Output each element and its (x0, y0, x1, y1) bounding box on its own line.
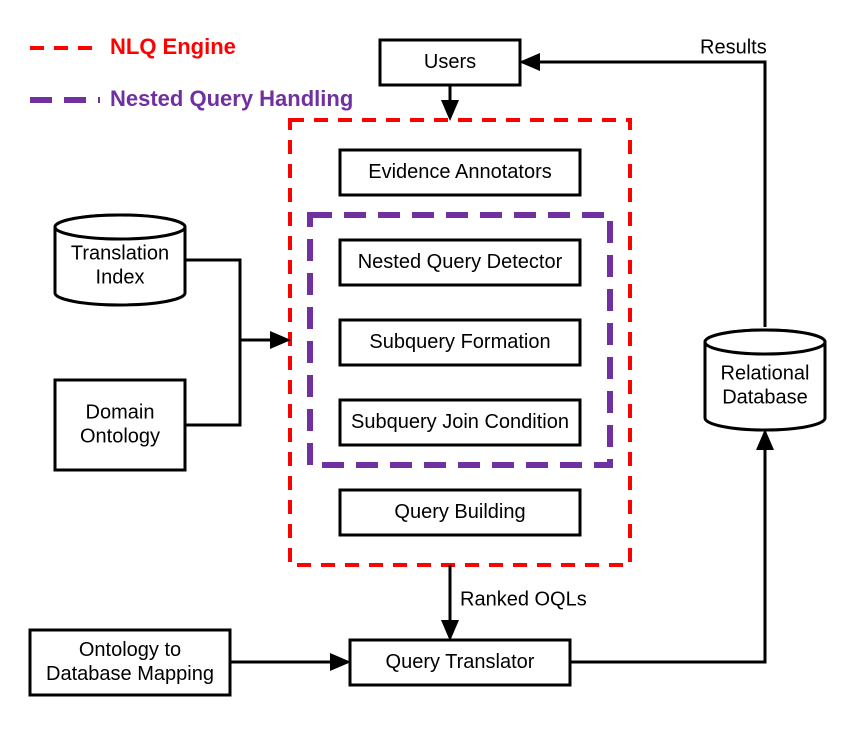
nested_detector-label: Nested Query Detector (358, 251, 563, 273)
query_building-label: Query Building (394, 501, 525, 523)
relational_db-cylinder-top (705, 330, 825, 354)
legend-nested-label: Nested Query Handling (110, 86, 353, 111)
query_translator-label: Query Translator (386, 651, 535, 673)
translation_index-label-1: Translation (71, 242, 169, 264)
translation_index-label-2: Index (96, 266, 145, 288)
domain_ontology-label-2: Ontology (80, 425, 160, 447)
subquery_formation-label: Subquery Formation (369, 331, 550, 353)
users-label: Users (424, 51, 476, 73)
relational_db-label-2: Database (722, 386, 808, 408)
subquery_join-label: Subquery Join Condition (351, 411, 569, 433)
legend-nlq-label: NLQ Engine (110, 34, 236, 59)
ontology_mapping-label-1: Ontology to (79, 639, 181, 661)
relational_db-label-1: Relational (721, 362, 810, 384)
evidence-label: Evidence Annotators (368, 161, 551, 183)
edge-domain-ontology-conn (185, 340, 240, 425)
edge-translation-index-conn (185, 260, 240, 340)
edge-label-db-to-users: Results (700, 36, 767, 58)
domain_ontology-label-1: Domain (86, 401, 155, 423)
ontology_mapping-label-2: Database Mapping (46, 663, 214, 685)
translation_index-cylinder-top (55, 215, 185, 239)
edge-label-engine-to-translator: Ranked OQLs (460, 588, 587, 610)
